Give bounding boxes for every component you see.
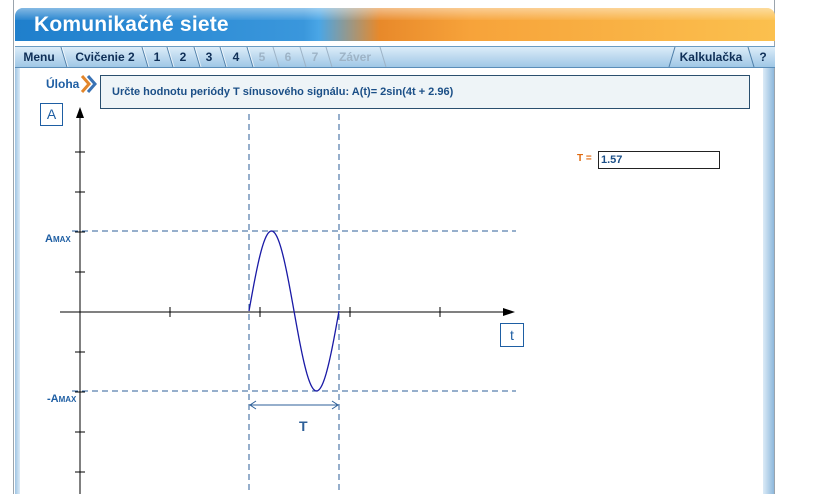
tab-separator bbox=[193, 47, 202, 67]
tab-separator bbox=[60, 47, 69, 67]
y-axis-label: A bbox=[46, 106, 57, 122]
tab-separator bbox=[379, 47, 387, 67]
amax-label: AMAX bbox=[45, 233, 71, 245]
neg-amax-label-sub: MAX bbox=[58, 395, 77, 404]
task-text: Určte hodnotu periódy T sínusového signá… bbox=[112, 86, 454, 98]
tab-separator bbox=[246, 47, 255, 67]
app-header: Komunikačné siete bbox=[15, 8, 775, 41]
x-axis-ticks bbox=[169, 307, 441, 317]
task-label: Úloha bbox=[46, 77, 80, 91]
tab-2[interactable]: 2 bbox=[179, 50, 187, 64]
neg-amax-label: -AMAX bbox=[47, 393, 76, 405]
y-axis-label-box: A bbox=[40, 103, 63, 126]
tab-3[interactable]: 3 bbox=[205, 50, 213, 64]
amax-label-sub: MAX bbox=[52, 235, 71, 244]
neg-amax-label-main: -A bbox=[47, 393, 59, 405]
help-button[interactable]: ? bbox=[759, 50, 767, 64]
navigation-bar: Menu Cvičenie 2 1 2 3 4 5 6 7 Záver Kalk… bbox=[15, 46, 775, 68]
tab-separator bbox=[668, 47, 676, 67]
tab-cvicenie-2[interactable]: Cvičenie 2 bbox=[75, 50, 135, 64]
x-axis-arrow-icon bbox=[503, 308, 515, 316]
y-axis-arrow-icon bbox=[76, 107, 84, 118]
tab-separator bbox=[747, 47, 755, 67]
chevron-right-icon bbox=[81, 75, 97, 93]
tab-menu[interactable]: Menu bbox=[23, 50, 55, 64]
tab-6: 6 bbox=[284, 50, 292, 64]
tab-separator bbox=[325, 47, 333, 67]
period-label: T bbox=[299, 418, 308, 434]
calculator-button[interactable]: Kalkulačka bbox=[679, 50, 743, 64]
period-arrow bbox=[249, 400, 339, 410]
content-left-border bbox=[15, 68, 20, 494]
period-answer-label: T = bbox=[577, 153, 592, 164]
tab-zaver: Záver bbox=[338, 50, 372, 64]
amax-label-main: A bbox=[45, 233, 53, 245]
sine-signal bbox=[248, 230, 340, 392]
guide-lines bbox=[72, 114, 516, 494]
period-answer-input[interactable] bbox=[598, 151, 720, 169]
y-axis-ticks bbox=[75, 151, 85, 473]
tab-1[interactable]: 1 bbox=[153, 50, 161, 64]
app-title: Komunikačné siete bbox=[34, 13, 229, 36]
tab-separator bbox=[219, 47, 228, 67]
tab-separator bbox=[166, 47, 175, 67]
tab-4[interactable]: 4 bbox=[232, 50, 240, 64]
tab-separator bbox=[272, 47, 280, 67]
tab-separator bbox=[141, 47, 150, 67]
tab-separator bbox=[299, 47, 307, 67]
x-axis-label-box: t bbox=[500, 323, 524, 347]
header-gloss bbox=[15, 8, 775, 20]
tab-5: 5 bbox=[258, 50, 266, 64]
x-axis-label: t bbox=[510, 327, 514, 343]
content-right-border bbox=[763, 68, 774, 494]
task-box: Určte hodnotu periódy T sínusového signá… bbox=[100, 75, 750, 109]
tab-7: 7 bbox=[311, 50, 319, 64]
